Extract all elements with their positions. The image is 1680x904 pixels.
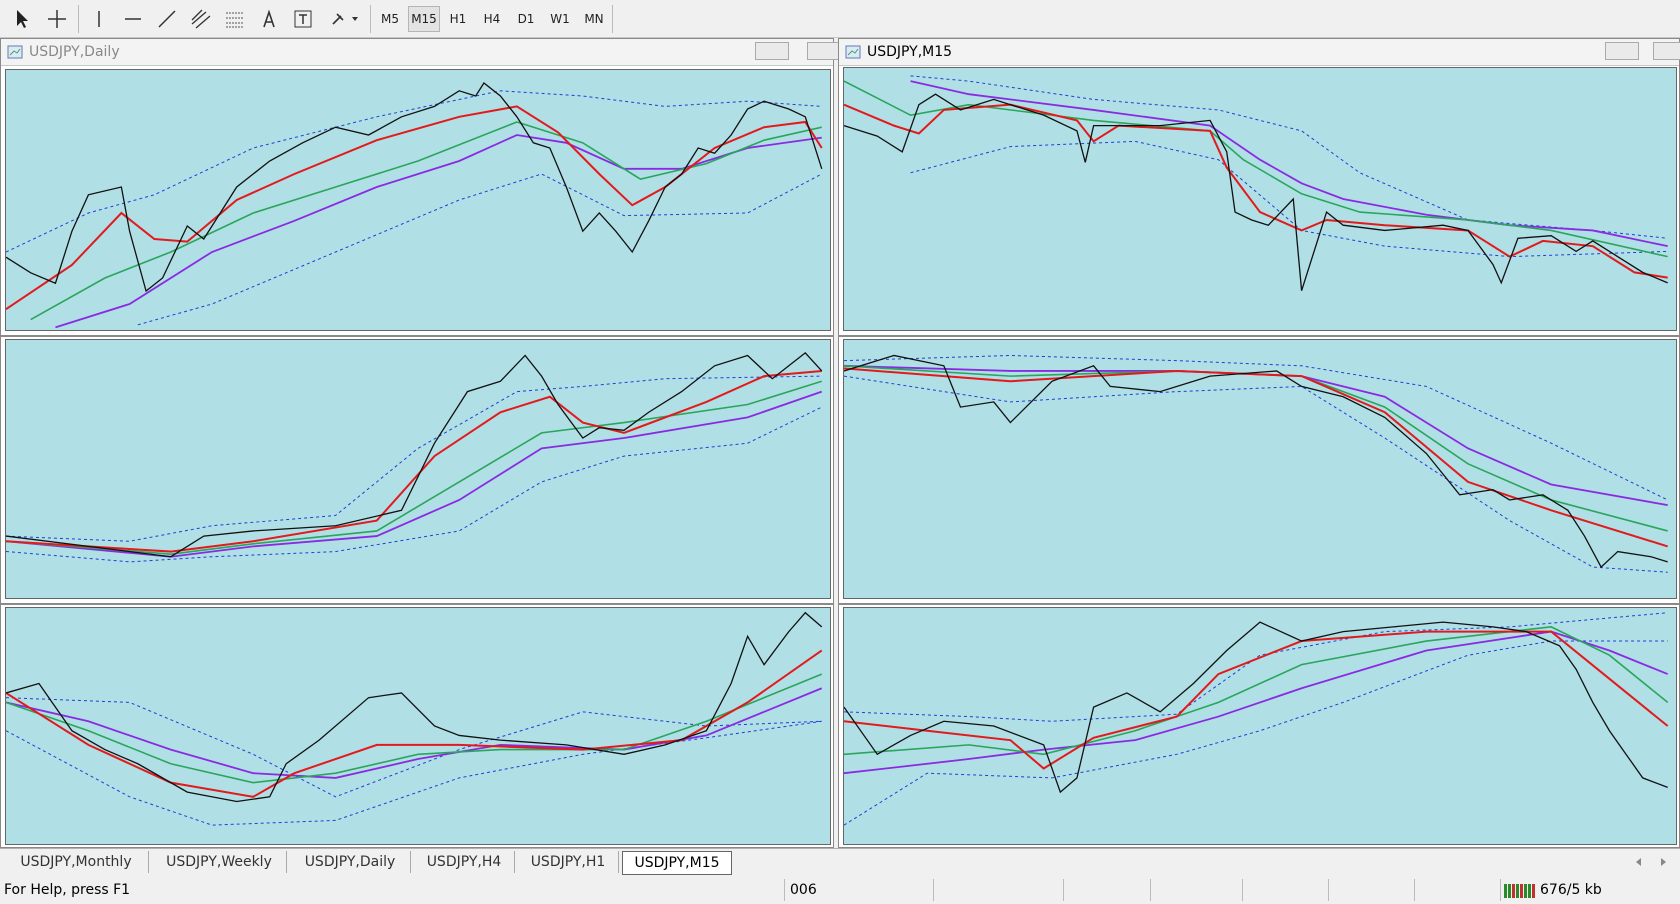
chart-plot [5, 69, 831, 331]
chart-window[interactable] [838, 336, 1680, 604]
crosshair-tool[interactable] [44, 6, 70, 32]
timeframe-button[interactable]: M5 [381, 12, 399, 26]
minimize-button[interactable] [755, 42, 789, 60]
separator [1500, 879, 1501, 901]
separator [1414, 879, 1415, 901]
chart-tab[interactable]: USDJPY,Daily [290, 851, 411, 873]
trendline-tool[interactable] [154, 6, 180, 32]
chart-plot [843, 67, 1677, 331]
chart-plot [5, 607, 831, 845]
chart-tab[interactable]: USDJPY,Monthly [4, 851, 149, 873]
chart-tab[interactable]: USDJPY,H4 [414, 851, 515, 873]
timeframe-button[interactable]: MN [584, 12, 604, 26]
window-titlebar: USDJPY,Daily [1, 39, 841, 66]
chart-icon [845, 45, 861, 59]
chart-plot [5, 339, 831, 599]
separator [933, 879, 934, 901]
timeframe-button[interactable]: M15 [408, 6, 440, 32]
fibo-tool[interactable] [222, 6, 248, 32]
separator [1242, 879, 1243, 901]
chart-tab[interactable]: USDJPY,M15 [622, 851, 732, 875]
price-chart [844, 340, 1676, 598]
text-tool[interactable] [256, 6, 282, 32]
separator [612, 5, 613, 33]
chart-window[interactable] [0, 604, 834, 848]
chart-tab[interactable]: USDJPY,H1 [518, 851, 619, 873]
window-titlebar: USDJPY,M15 [839, 39, 1680, 66]
timeframe-button[interactable]: W1 [550, 12, 570, 26]
separator [78, 5, 79, 33]
arrows-tool[interactable] [328, 6, 362, 32]
window-title: USDJPY,Daily [29, 44, 120, 60]
chart-tab[interactable]: USDJPY,Weekly [152, 851, 287, 873]
status-bar: For Help, press F1 006 676/5 kb [0, 876, 1680, 904]
status-help: For Help, press F1 [4, 882, 131, 898]
separator [784, 879, 785, 901]
window-title: USDJPY,M15 [867, 44, 953, 60]
price-chart [6, 340, 830, 598]
price-chart [6, 608, 830, 844]
restore-button[interactable] [807, 42, 841, 60]
separator [370, 5, 371, 33]
chart-plot [843, 607, 1677, 845]
chart-plot [843, 339, 1677, 599]
timeframe-button[interactable]: H1 [449, 12, 467, 26]
timeframe-button[interactable]: H4 [483, 12, 501, 26]
separator [1063, 879, 1064, 901]
chart-window[interactable] [0, 336, 834, 604]
chart-window[interactable] [838, 604, 1680, 848]
tab-scroll-right[interactable] [1658, 857, 1668, 867]
status-profile: 006 [790, 882, 817, 898]
timeframe-button[interactable]: D1 [517, 12, 535, 26]
chart-icon [7, 45, 23, 59]
tab-bar: USDJPY,Monthly USDJPY,Weekly USDJPY,Daily U… [0, 848, 1680, 876]
label-tool[interactable] [290, 6, 316, 32]
status-traffic: 676/5 kb [1540, 882, 1602, 898]
price-chart [844, 68, 1676, 330]
connection-indicator [1504, 884, 1535, 898]
toolbar: M5 M15 H1 H4 D1 W1 MN [0, 0, 1680, 38]
separator [1150, 879, 1151, 901]
separator [1328, 879, 1329, 901]
minimize-button[interactable] [1605, 42, 1639, 60]
restore-button[interactable] [1653, 42, 1680, 60]
chart-window[interactable]: USDJPY,M15 [838, 38, 1680, 336]
horizontal-line-tool[interactable] [120, 6, 146, 32]
channel-tool[interactable] [188, 6, 214, 32]
tab-scroll-left[interactable] [1634, 857, 1644, 867]
chart-window[interactable]: USDJPY,Daily [0, 38, 841, 336]
price-chart [6, 70, 830, 330]
cursor-tool[interactable] [8, 6, 34, 32]
vertical-line-tool[interactable] [86, 6, 112, 32]
price-chart [844, 608, 1676, 844]
